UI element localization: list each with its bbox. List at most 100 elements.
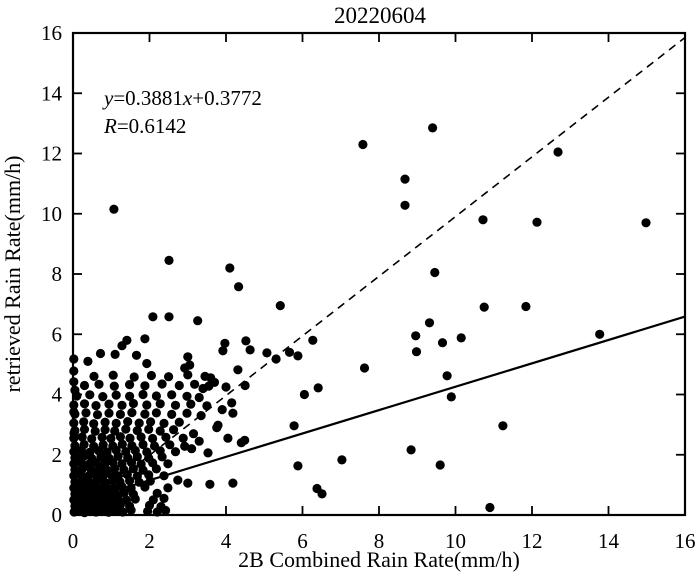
scatter-point [149,441,160,451]
scatter-point [205,479,215,489]
scatter-point [106,433,116,444]
scatter-point [140,381,150,391]
scatter-point [194,436,204,446]
scatter-point [138,439,148,450]
scatter-point [521,301,531,312]
scatter-point [186,399,196,409]
scatter-point [411,331,421,341]
scatter-point [125,380,135,390]
x-tick-label: 4 [221,529,232,553]
y-tick-label: 6 [52,322,63,346]
scatter-point [110,426,120,436]
scatter-point [98,440,108,450]
scatter-point [100,425,110,435]
scatter-point [100,417,110,427]
scatter-point [85,390,95,400]
scatter-point [400,174,410,184]
scatter-point [156,502,166,512]
scatter-point [202,401,212,411]
scatter-point [236,438,246,448]
scatter-point [144,424,154,434]
scatter-point [218,346,228,356]
scatter-point [358,139,368,150]
scatter-point [87,434,97,444]
scatter-point [163,459,173,469]
scatter-point [89,441,99,451]
scatter-point [159,493,169,503]
x-tick-label: 8 [374,529,385,553]
scatter-point [142,358,152,369]
scatter-point [102,447,112,457]
scatter-point [161,432,171,442]
scatter-point [406,445,416,455]
scatter-point [109,204,119,214]
scatter-point [108,370,118,380]
scatter-point [155,426,165,436]
scatter-point [129,372,139,382]
scatter-point [121,424,131,434]
scatter-point [299,389,309,400]
scatter-point [223,433,233,443]
scatter-point [167,409,177,419]
scatter-point [174,417,184,427]
x-tick-label: 2 [144,529,155,553]
scatter-point [169,425,179,435]
x-tick-label: 14 [598,529,620,553]
scatter-point [142,400,152,410]
scatter-point [359,363,370,373]
scatter-point [194,392,204,403]
scatter-point [117,439,127,449]
scatter-point [442,371,452,381]
scatter-point [234,282,244,292]
scatter-point [148,312,158,322]
scatter-point [83,356,93,366]
scatter-point [241,336,251,346]
scatter-point [228,478,238,488]
scatter-point [132,426,142,436]
scatter-point [140,409,150,419]
scatter-point [89,419,99,429]
scatter-point [151,408,161,418]
scatter-point [111,390,121,400]
scatter-point [200,371,210,381]
scatter-point [79,439,89,450]
y-tick-label: 8 [52,262,63,286]
x-tick-label: 12 [522,529,543,553]
scatter-point [155,399,165,409]
scatter-point [157,379,167,389]
scatter-point [170,400,181,410]
scatter-point [400,200,410,210]
scatter-point [127,408,137,418]
chart-title: 20220604 [334,3,427,28]
scatter-point [79,380,90,391]
scatter-points-group [69,123,651,518]
scatter-point [151,391,161,401]
scatter-point [146,370,156,381]
scatter-point [428,123,438,133]
scatter-point [92,410,103,420]
scatter-point [164,312,174,322]
scatter-point [121,447,131,457]
scatter-point [293,351,303,361]
scatter-point [225,263,235,273]
scatter-point [93,483,103,493]
scatter-point [641,218,651,228]
scatter-point [221,382,231,392]
scatter-point [317,489,327,499]
scatter-point [79,424,90,434]
x-tick-label: 6 [297,529,308,553]
scatter-point [117,400,127,410]
scatter-point [77,432,87,442]
scatter-point [125,391,135,401]
scatter-point [115,432,125,442]
scatter-point [70,409,80,419]
scatter-point [97,432,107,442]
scatter-point [173,475,183,485]
scatter-point [152,488,162,498]
scatter-point [164,372,174,382]
scatter-point [127,441,137,451]
scatter-point [182,391,192,401]
scatter-point [446,392,456,402]
scatter-point [217,405,227,415]
